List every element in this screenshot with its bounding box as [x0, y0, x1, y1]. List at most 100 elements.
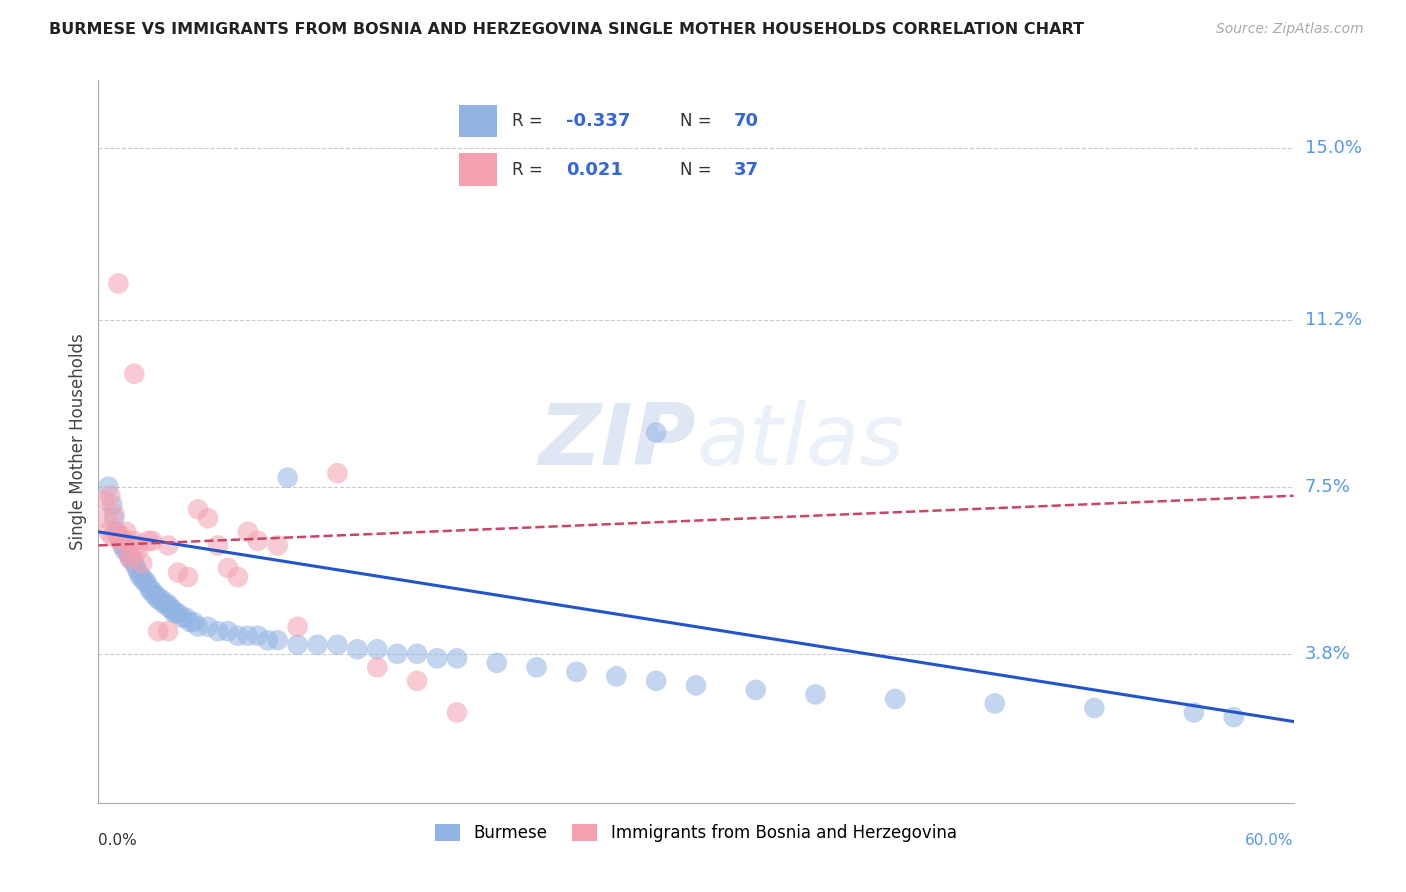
Point: [155, 597, 177, 611]
Point: [884, 692, 907, 706]
Point: [267, 633, 290, 648]
Point: [172, 610, 194, 624]
Point: [115, 542, 138, 557]
Point: [406, 673, 429, 688]
Point: [125, 538, 148, 552]
Point: [565, 665, 588, 679]
Point: [346, 642, 368, 657]
Point: [159, 601, 181, 615]
Point: [97, 524, 120, 539]
Point: [804, 687, 827, 701]
Point: [163, 606, 186, 620]
Point: [157, 538, 180, 552]
Point: [187, 620, 209, 634]
Point: [124, 533, 146, 548]
Point: [112, 533, 135, 548]
Point: [217, 561, 239, 575]
Point: [485, 656, 508, 670]
Point: [217, 624, 239, 639]
Point: [167, 606, 190, 620]
Y-axis label: Single Mother Households: Single Mother Households: [69, 334, 87, 549]
Point: [187, 502, 209, 516]
Text: 60.0%: 60.0%: [1246, 833, 1294, 848]
Point: [136, 579, 159, 593]
Point: [157, 597, 180, 611]
Point: [135, 574, 157, 589]
Point: [127, 566, 149, 580]
Point: [267, 538, 290, 552]
Text: 11.2%: 11.2%: [1305, 310, 1362, 328]
Point: [207, 624, 229, 639]
Point: [117, 548, 139, 562]
Point: [101, 498, 124, 512]
Point: [207, 538, 229, 552]
Point: [326, 466, 349, 480]
Point: [98, 489, 122, 503]
Point: [153, 597, 176, 611]
Point: [107, 277, 129, 291]
Point: [526, 660, 548, 674]
Point: [179, 615, 201, 630]
Point: [984, 697, 1007, 711]
Point: [165, 606, 187, 620]
Text: 3.8%: 3.8%: [1305, 645, 1350, 663]
Point: [111, 529, 134, 543]
Point: [110, 533, 132, 548]
Point: [385, 647, 409, 661]
Point: [605, 669, 627, 683]
Point: [226, 629, 249, 643]
Point: [141, 533, 163, 548]
Point: [277, 470, 299, 484]
Point: [307, 638, 329, 652]
Point: [246, 533, 269, 548]
Point: [110, 533, 132, 548]
Point: [246, 629, 269, 643]
Point: [141, 583, 163, 598]
Point: [645, 425, 668, 440]
Point: [107, 529, 129, 543]
Point: [129, 570, 152, 584]
Text: BURMESE VS IMMIGRANTS FROM BOSNIA AND HERZEGOVINA SINGLE MOTHER HOUSEHOLDS CORRE: BURMESE VS IMMIGRANTS FROM BOSNIA AND HE…: [49, 22, 1084, 37]
Point: [97, 480, 120, 494]
Point: [120, 552, 142, 566]
Point: [115, 524, 138, 539]
Point: [167, 566, 190, 580]
Point: [197, 620, 219, 634]
Point: [148, 624, 170, 639]
Point: [148, 592, 170, 607]
Point: [366, 660, 388, 674]
Point: [105, 524, 128, 539]
Point: [406, 647, 429, 661]
Point: [366, 642, 388, 657]
Point: [120, 552, 142, 566]
Point: [177, 570, 200, 584]
Point: [124, 557, 146, 571]
Point: [287, 620, 309, 634]
Point: [134, 574, 156, 589]
Point: [160, 601, 183, 615]
Point: [93, 493, 115, 508]
Point: [107, 529, 129, 543]
Point: [1223, 710, 1246, 724]
Point: [745, 682, 768, 697]
Point: [124, 367, 146, 381]
Point: [326, 638, 349, 652]
Point: [96, 511, 118, 525]
Point: [174, 610, 197, 624]
Point: [139, 583, 162, 598]
Point: [1083, 701, 1105, 715]
Point: [131, 570, 153, 584]
Point: [446, 651, 468, 665]
Point: [150, 592, 173, 607]
Point: [103, 511, 125, 525]
Point: [117, 548, 139, 562]
Point: [149, 592, 172, 607]
Text: 15.0%: 15.0%: [1305, 139, 1361, 157]
Point: [145, 588, 167, 602]
Point: [446, 706, 468, 720]
Point: [143, 588, 166, 602]
Point: [236, 629, 259, 643]
Point: [197, 511, 219, 525]
Point: [127, 542, 149, 557]
Point: [131, 557, 153, 571]
